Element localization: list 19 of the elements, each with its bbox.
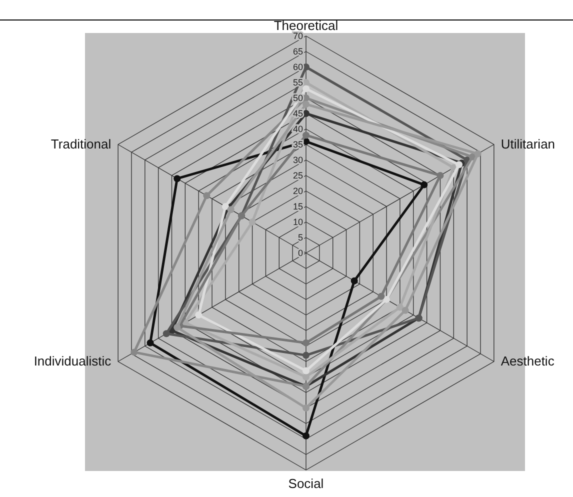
spoke-label: Traditional: [50, 136, 112, 152]
y-tick-label: 15: [292, 202, 303, 212]
y-tick-label: 10: [292, 217, 303, 227]
spoke-label: Theoretical: [274, 18, 338, 33]
y-tick-label: 30: [292, 155, 303, 165]
y-tick-label: 70: [292, 31, 303, 41]
y-tick-label: 5: [298, 232, 303, 242]
y-tick-label: 50: [292, 93, 303, 103]
y-tick-label: 65: [292, 46, 303, 56]
spoke-label: Individualistic: [34, 354, 112, 368]
spoke-label: Aesthetic: [500, 354, 555, 368]
y-tick-label: 35: [292, 140, 303, 150]
y-tick-label: 60: [292, 62, 303, 72]
y-tick-label: 45: [292, 108, 303, 118]
spoke-label: Social: [288, 476, 324, 491]
y-tick-label: 25: [292, 170, 303, 180]
y-tick-label: 20: [292, 186, 303, 196]
spoke-label: Utilitarian: [500, 136, 556, 152]
y-tick-label: 0: [298, 248, 303, 258]
